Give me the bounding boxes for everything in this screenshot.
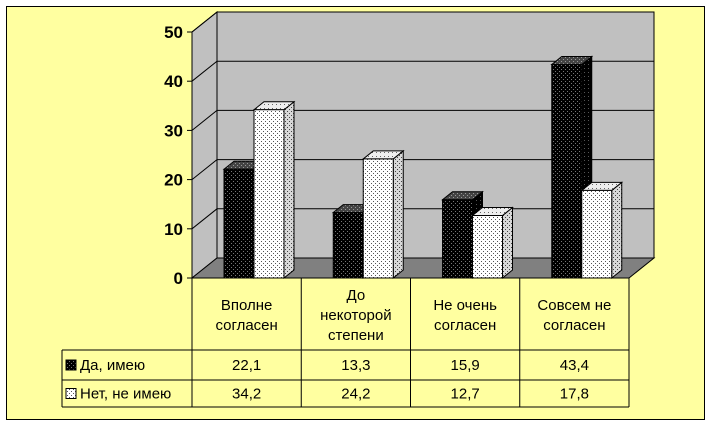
y-tick-label: 50 (164, 23, 183, 42)
bar-front (472, 215, 503, 279)
side-wall (191, 10, 218, 280)
category-label: Совсем не (537, 297, 611, 314)
gridline (191, 109, 654, 131)
data-value-cell: 43,4 (560, 357, 589, 374)
category-label: Вполне (221, 297, 273, 314)
bar (471, 206, 514, 280)
category-label: согласен (434, 317, 496, 334)
y-tick-label: 40 (164, 72, 183, 91)
legend-key (65, 388, 77, 399)
y-tick-label: 0 (174, 269, 183, 288)
category-label: степени (328, 327, 384, 344)
y-tick-label: 10 (164, 220, 183, 239)
legend-key (65, 359, 77, 371)
y-tick-label: 20 (164, 171, 183, 190)
y-tick-label: 30 (164, 121, 183, 140)
bar-front (253, 109, 285, 279)
data-value-cell: 34,2 (232, 386, 261, 403)
bar (361, 149, 405, 280)
data-value-cell: 12,7 (451, 386, 480, 403)
bar-front (362, 158, 394, 279)
bar-side (392, 149, 404, 280)
gridline (191, 159, 654, 180)
bar (580, 181, 624, 280)
bar-side (283, 100, 295, 280)
bar-side (611, 181, 623, 280)
bar-series (222, 55, 624, 280)
data-value-cell: 17,8 (560, 386, 589, 403)
data-value-cell: 24,2 (341, 386, 370, 403)
bar-front (581, 189, 613, 279)
chart-area: 0 10 20 30 40 50 Вполне согласен До некоторой сте… (6, 6, 705, 420)
data-table: Вполне согласен До некоторой степени Не очень… (61, 278, 630, 408)
bar-front (223, 168, 255, 279)
data-value-cell: 13,3 (341, 357, 370, 374)
y-axis: 0 10 20 30 40 50 (164, 23, 193, 288)
category-label: некоторой (320, 307, 391, 324)
bar-front (442, 199, 473, 279)
chart-walls (190, 10, 656, 280)
bar (252, 100, 296, 280)
data-value-cell: 15,9 (451, 357, 480, 374)
category-label: согласен (215, 317, 277, 334)
gridline (191, 60, 654, 82)
bar-front (332, 212, 364, 279)
category-label: До (347, 287, 366, 304)
bar-chart: 0 10 20 30 40 50 Вполне согласен До некоторой сте… (61, 10, 656, 408)
category-label: согласен (543, 317, 605, 334)
data-value-cell: 22,1 (232, 357, 261, 374)
series-name: Да, имею (80, 357, 145, 374)
bar-side (502, 206, 513, 280)
gridline (191, 11, 654, 33)
bar-front (551, 63, 583, 279)
category-label: Не очень (433, 297, 497, 314)
series-name: Нет, не имею (80, 386, 171, 403)
